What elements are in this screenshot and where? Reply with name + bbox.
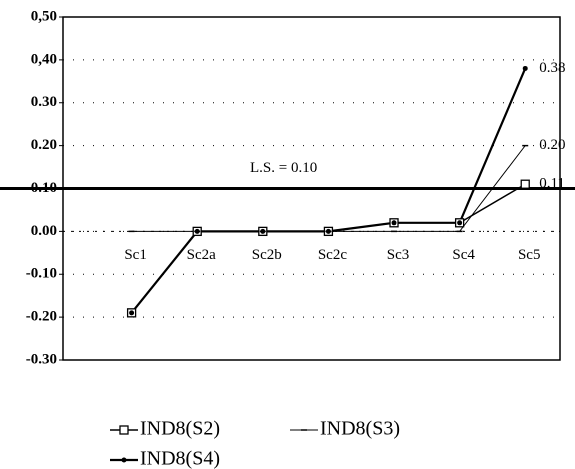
- legend-label: IND8(S3): [320, 418, 400, 440]
- value-label: 0.38: [539, 60, 565, 76]
- x-tick-label: Sc4: [452, 247, 475, 263]
- value-label: 0.20: [539, 137, 565, 153]
- point: [129, 310, 135, 316]
- x-tick-label: Sc5: [518, 247, 541, 263]
- y-tick-label: 0.00: [31, 223, 57, 239]
- x-tick-label: Sc2c: [318, 247, 348, 263]
- y-tick-label: 0.20: [31, 137, 57, 153]
- point: [194, 228, 200, 234]
- threshold-label: L.S. = 0.10: [250, 160, 317, 176]
- legend-label: IND8(S2): [140, 418, 220, 440]
- point: [325, 228, 331, 234]
- x-tick-label: Sc2b: [252, 247, 282, 263]
- y-tick-label: -0.20: [26, 309, 57, 325]
- x-tick-label: Sc2a: [187, 247, 217, 263]
- point: [260, 228, 266, 234]
- y-tick-label: 0,50: [31, 8, 57, 24]
- point: [520, 179, 530, 189]
- point: [522, 65, 528, 71]
- point: [391, 220, 397, 226]
- y-tick-label: 0.30: [31, 94, 57, 110]
- value-label: 0.11: [539, 176, 565, 192]
- y-tick-label: 0,40: [31, 51, 57, 67]
- legend-marker: [121, 457, 127, 463]
- x-tick-label: Sc1: [124, 247, 147, 263]
- legend-marker: [119, 425, 129, 435]
- legend-label: IND8(S4): [140, 448, 220, 469]
- point: [457, 220, 463, 226]
- y-tick-label: -0.30: [26, 351, 57, 367]
- x-tick-label: Sc3: [387, 247, 410, 263]
- y-tick-label: -0.10: [26, 266, 57, 282]
- series-line: [130, 68, 527, 314]
